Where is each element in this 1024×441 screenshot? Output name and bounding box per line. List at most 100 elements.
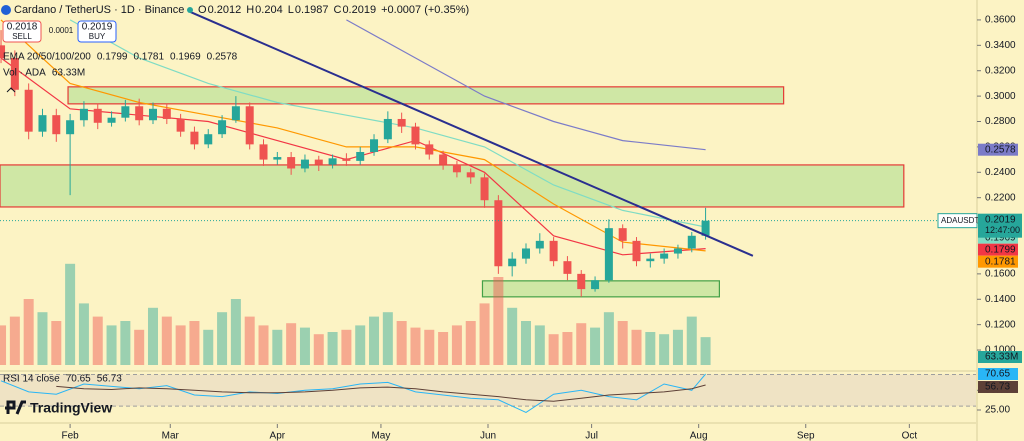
rsi-tag-label: 70.65 [985, 369, 1010, 380]
volume-bar [686, 316, 697, 365]
x-tick-label: Jul [585, 431, 598, 441]
volume-bar [203, 329, 214, 365]
y-tick-label: 0.1400 [985, 294, 1016, 305]
candle-body [231, 106, 240, 121]
candle-body [52, 115, 61, 135]
x-tick-label: Aug [690, 431, 708, 441]
y-tick-label: 0.3000 [985, 91, 1016, 102]
volume-bar [520, 321, 531, 365]
price-tag [978, 243, 1018, 256]
volume-bar [479, 303, 490, 365]
rsi-line [56, 384, 706, 402]
volume-bar [341, 329, 352, 365]
candle-body [397, 118, 406, 127]
candle-body [300, 159, 309, 169]
volume-bar [590, 327, 601, 365]
candle-body [452, 164, 461, 173]
zone [481, 280, 720, 298]
candle-body [549, 240, 558, 262]
candle-body [135, 106, 144, 121]
candle-body [162, 108, 171, 119]
candle-body [204, 134, 213, 145]
sell-button[interactable] [2, 20, 42, 43]
volume-bar [106, 325, 117, 365]
y-tick-label: 0.2400 [985, 167, 1016, 178]
y-tick-label: 0.3200 [985, 65, 1016, 76]
volume-legend-value: 63.33M [52, 68, 85, 79]
ema-legend-value: 0.1781 [133, 52, 164, 63]
x-tick-label: Feb [61, 431, 79, 441]
price-tag [978, 255, 1018, 268]
candle-body [563, 261, 572, 274]
x-tick-label: May [371, 431, 390, 441]
y-tick-label: 0.2200 [985, 192, 1016, 203]
rsi-legend-value: 70.65 [66, 374, 91, 385]
volume-bar [175, 325, 186, 365]
candle-body [673, 248, 682, 254]
axes: 25.0050.000.10000.12000.14000.16000.2000… [61, 15, 1022, 441]
candle-body [287, 157, 296, 169]
x-tick-label: Sep [797, 431, 815, 441]
y-tick-label: 0.3400 [985, 40, 1016, 51]
volume-bar [65, 263, 76, 365]
rsi-tag [978, 368, 1018, 381]
ohlc-label: C [333, 4, 341, 16]
volume-bar [37, 312, 48, 365]
volume-bar [438, 332, 449, 365]
buy-label[interactable]: BUY [89, 32, 106, 41]
ema-line [346, 19, 706, 151]
volume-bar [355, 325, 366, 365]
plot [0, 11, 976, 413]
sell-label[interactable]: SELL [12, 32, 32, 41]
rsi-legend-title: RSI 14 close [3, 374, 60, 385]
trendline [189, 11, 754, 257]
volume-bar [631, 329, 642, 365]
candle-body [148, 108, 157, 121]
zone [67, 86, 785, 105]
buy-price[interactable]: 0.2019 [82, 22, 113, 33]
volume-bar [534, 325, 545, 365]
volume-bar [258, 325, 269, 365]
volume-tag [978, 351, 1022, 363]
symbol-tag-box [937, 213, 978, 229]
symbol-logo [1, 5, 11, 15]
candle-body [646, 258, 655, 262]
rsi-tag [978, 380, 1018, 393]
volume-bar [603, 312, 614, 365]
candle-body [591, 280, 600, 290]
market-status [187, 7, 193, 13]
candle-body [383, 118, 392, 140]
collapse-button[interactable] [6, 87, 16, 93]
y-tick-label: 0.1200 [985, 319, 1016, 330]
buy-button[interactable] [77, 20, 117, 43]
ema-legend-value: 0.1969 [170, 52, 201, 63]
volume-bar [9, 316, 20, 365]
volume-bar [451, 325, 462, 365]
symbol-tag: ADAUSDT [941, 216, 979, 225]
candle-body [107, 117, 116, 123]
volume-bar [217, 312, 228, 365]
candle-body [411, 126, 420, 145]
candle-body [480, 177, 489, 201]
candle-body [38, 115, 47, 132]
candle-body [245, 106, 254, 145]
candle-body [314, 159, 323, 165]
rsi-legend-value: 56.73 [97, 374, 122, 385]
candle-body [618, 228, 627, 241]
x-tick-label: Jun [480, 431, 496, 441]
price-tag-label: 0.1781 [985, 256, 1016, 267]
symbol-title: Cardano / TetherUS · 1D · Binance [14, 4, 184, 16]
volume-bar [286, 323, 297, 365]
y-tick-label: 0.1600 [985, 269, 1016, 280]
sell-price[interactable]: 0.2018 [7, 22, 38, 33]
volume-bar [576, 323, 587, 365]
rsi-tick-label: 25.00 [985, 405, 1010, 416]
candle-body [176, 118, 185, 132]
x-tick-label: Mar [162, 431, 180, 441]
ema-legend-value: 0.1799 [97, 52, 128, 63]
volume-bar [382, 312, 393, 365]
volume-bar [369, 316, 380, 365]
volume-bar [272, 329, 283, 365]
